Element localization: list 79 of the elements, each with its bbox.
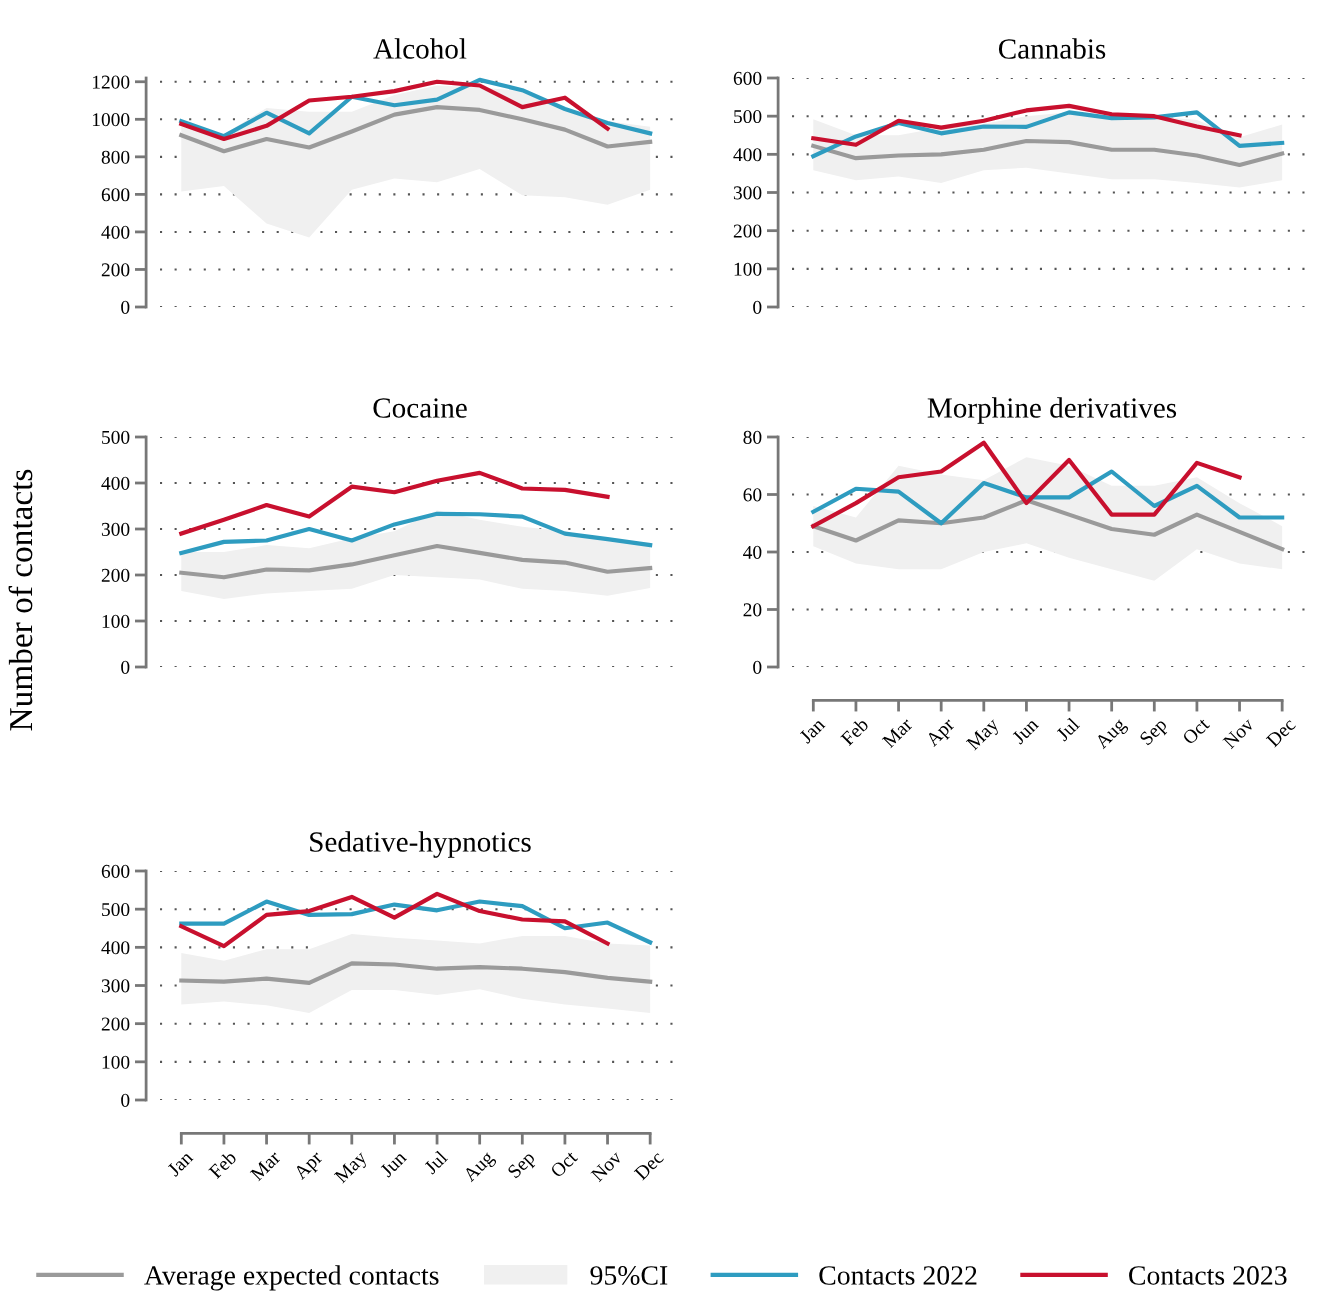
x-tick-label: Mar <box>249 1149 282 1182</box>
y-tick-label: 500 <box>734 109 762 124</box>
y-tick-label: 400 <box>101 225 130 239</box>
y-tick-label: 800 <box>101 150 130 164</box>
y-tick-label: 600 <box>101 864 130 878</box>
line-series <box>811 469 1285 526</box>
legend-label: Contacts 2022 <box>819 1266 977 1285</box>
y-tick-label: 200 <box>101 568 130 582</box>
line-series <box>179 470 610 536</box>
y-tick-label: 0 <box>753 300 762 314</box>
x-tick-label: Dec <box>1265 717 1297 748</box>
y-tick-label: 100 <box>102 1055 130 1069</box>
x-tick-label: Nov <box>1222 716 1255 750</box>
y-tick-label: 300 <box>733 186 762 200</box>
x-tick-label: Sep <box>507 1150 539 1182</box>
legend-label: Average expected contacts <box>144 1265 439 1291</box>
y-tick-label: 0 <box>121 300 130 314</box>
y-tick-label: 1000 <box>92 113 130 127</box>
y-tick-label: 1200 <box>92 75 130 89</box>
text: 95%CI <box>590 1266 668 1285</box>
line-series <box>179 105 653 154</box>
line-series <box>179 79 610 142</box>
y-tick-label: 20 <box>743 603 762 617</box>
x-tick-label: Sep <box>1139 717 1171 749</box>
x-tick-label: Jan <box>166 1150 194 1178</box>
x-tick-label: Apr <box>292 1149 326 1184</box>
y-tick-label: 80 <box>743 430 762 444</box>
x-tick-label: Oct <box>549 1149 579 1179</box>
y-tick-label: 600 <box>101 188 130 202</box>
x-tick-label: Oct <box>1181 716 1211 746</box>
line-series <box>179 77 653 139</box>
y-tick-label: 500 <box>102 902 130 917</box>
x-tick-label: May <box>965 716 1003 754</box>
y-tick-label: 0 <box>121 1093 130 1107</box>
x-tick-label: Feb <box>207 1149 238 1180</box>
x-tick-label: Apr <box>924 716 958 751</box>
x-tick-label: Aug <box>1094 716 1130 753</box>
chart-title: Morphine derivatives <box>927 397 1177 424</box>
line-series <box>811 498 1285 552</box>
y-tick-label: 200 <box>733 224 762 238</box>
chart-title: Cannabis <box>998 38 1106 59</box>
x-tick-label: Aug <box>462 1149 498 1186</box>
chart-title: Alcohol <box>373 38 467 59</box>
line-series <box>811 103 1242 147</box>
y-axis-title: Number of contacts <box>8 469 33 731</box>
line-series <box>179 543 653 580</box>
x-tick-label: Jun <box>1011 717 1040 745</box>
y-tick-label: 60 <box>743 488 762 502</box>
line-series <box>179 511 653 556</box>
x-tick-label: Mar <box>881 716 914 749</box>
y-tick-label: 400 <box>733 148 762 162</box>
line-series <box>811 440 1242 529</box>
line-series <box>811 138 1285 168</box>
x-tick-label: Feb <box>839 716 870 747</box>
y-tick-label: 400 <box>101 941 130 955</box>
legend-label: Contacts 2023 <box>1129 1266 1287 1285</box>
y-tick-label: 100 <box>102 614 130 628</box>
chart-title: Sedative-hypnotics <box>310 831 531 858</box>
y-tick-label: 500 <box>102 430 130 444</box>
y-tick-label: 100 <box>734 262 762 276</box>
x-tick-label: May <box>333 1149 371 1187</box>
y-tick-label: 600 <box>733 71 762 85</box>
x-tick-label: Dec <box>633 1150 665 1181</box>
y-tick-label: 400 <box>101 476 130 490</box>
chart-title: Cocaine <box>373 398 467 418</box>
y-tick-label: 300 <box>101 522 130 536</box>
y-tick-label: 200 <box>101 263 130 277</box>
x-tick-label: Jul <box>423 1149 449 1175</box>
y-tick-label: 300 <box>101 979 130 993</box>
x-tick-label: Jun <box>379 1150 408 1178</box>
y-tick-label: 0 <box>121 660 130 674</box>
y-tick-label: 0 <box>753 660 762 674</box>
y-tick-label: 200 <box>101 1017 130 1031</box>
line-series <box>179 961 653 985</box>
x-tick-label: Jul <box>1055 716 1081 742</box>
x-tick-label: Jan <box>798 717 826 745</box>
y-tick-label: 40 <box>743 545 762 559</box>
x-tick-label: Nov <box>590 1149 623 1183</box>
line-series <box>179 891 610 949</box>
